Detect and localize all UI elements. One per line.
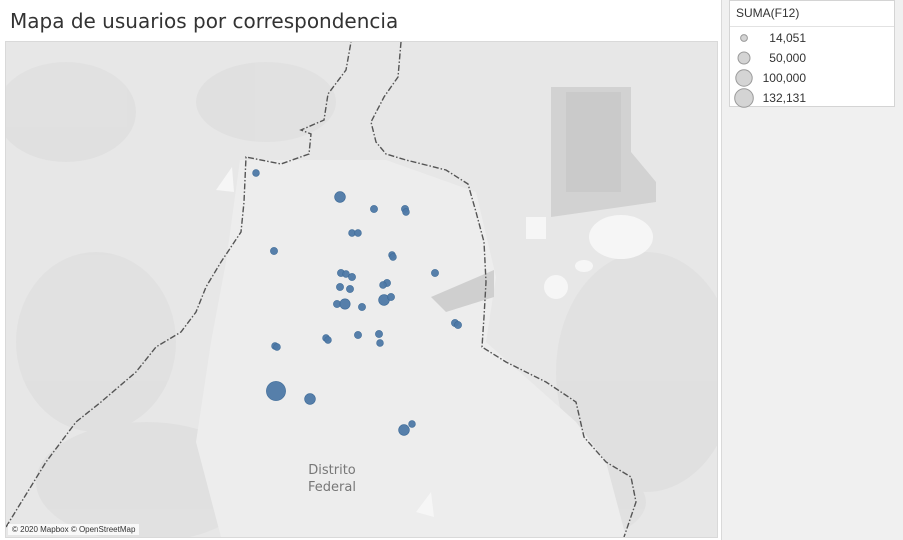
legend-circle-icon	[734, 88, 754, 108]
legend-circle-icon	[737, 51, 751, 65]
user-location-marker[interactable]	[336, 283, 344, 291]
region-label: Distrito Federal	[302, 462, 362, 496]
user-location-marker[interactable]	[342, 270, 350, 278]
legend-divider	[730, 26, 894, 27]
map-view[interactable]: Distrito Federal © 2020 Mapbox © OpenStr…	[5, 41, 718, 538]
marker-layer[interactable]	[252, 169, 462, 436]
airport	[431, 87, 656, 312]
legend-item-label: 132,131	[762, 91, 806, 105]
user-location-marker[interactable]	[304, 393, 316, 405]
legend-item[interactable]: 14,051	[730, 28, 894, 48]
user-location-marker[interactable]	[389, 253, 397, 261]
user-location-marker[interactable]	[324, 336, 332, 344]
map-attribution[interactable]: © 2020 Mapbox © OpenStreetMap	[8, 524, 140, 535]
user-location-marker[interactable]	[334, 191, 346, 203]
legend-item-label: 14,051	[769, 31, 806, 45]
size-legend[interactable]: SUMA(F12) 14,051 50,000 100,000 132,131	[729, 0, 895, 108]
map-canvas[interactable]	[6, 42, 717, 537]
legend-item[interactable]: 132,131	[730, 88, 894, 108]
user-location-marker[interactable]	[339, 298, 351, 310]
user-location-marker[interactable]	[273, 343, 281, 351]
legend-circle-icon	[740, 34, 748, 42]
page-title: Mapa de usuarios por correspondencia	[10, 9, 399, 33]
legend-circle-icon	[735, 69, 753, 87]
side-panel: SUMA(F12) 14,051 50,000 100,000 132,131	[721, 0, 903, 540]
user-location-marker[interactable]	[402, 208, 410, 216]
user-location-marker[interactable]	[266, 381, 286, 401]
user-location-marker[interactable]	[375, 330, 383, 338]
region-label-line2: Federal	[308, 480, 356, 495]
user-location-marker[interactable]	[408, 420, 416, 428]
user-location-marker[interactable]	[379, 281, 387, 289]
user-location-marker[interactable]	[454, 321, 462, 329]
region-label-line1: Distrito	[308, 463, 356, 478]
user-location-marker[interactable]	[346, 285, 354, 293]
user-location-marker[interactable]	[387, 293, 395, 301]
user-location-marker[interactable]	[376, 339, 384, 347]
user-location-marker[interactable]	[270, 247, 278, 255]
boundary-line	[6, 42, 637, 537]
user-location-marker[interactable]	[358, 303, 366, 311]
user-location-marker[interactable]	[354, 229, 362, 237]
legend-item[interactable]: 50,000	[730, 48, 894, 68]
parks	[216, 167, 653, 517]
user-location-marker[interactable]	[348, 273, 356, 281]
legend-item-label: 50,000	[769, 51, 806, 65]
user-location-marker[interactable]	[398, 424, 410, 436]
urban-area	[196, 160, 626, 537]
legend-title: SUMA(F12)	[736, 6, 800, 20]
user-location-marker[interactable]	[354, 331, 362, 339]
user-location-marker[interactable]	[370, 205, 378, 213]
legend-item-label: 100,000	[762, 71, 806, 85]
user-location-marker[interactable]	[252, 169, 260, 177]
user-location-marker[interactable]	[431, 269, 439, 277]
legend-item[interactable]: 100,000	[730, 68, 894, 88]
